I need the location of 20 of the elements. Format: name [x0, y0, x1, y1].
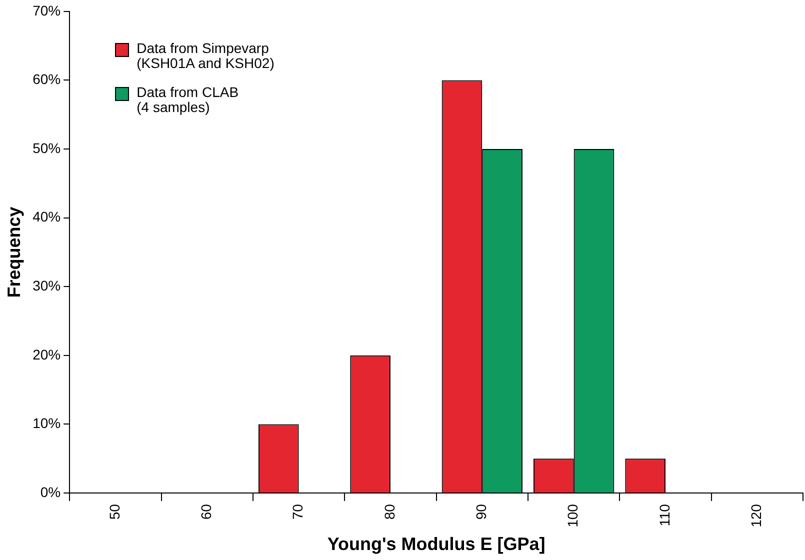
y-tick-label: 30% [32, 277, 61, 294]
y-tick-label: 0% [40, 484, 61, 500]
y-tick-label: 50% [32, 140, 61, 156]
x-tick-label: 60 [198, 504, 214, 520]
x-axis-title: Young's Modulus E [GPa] [327, 534, 546, 554]
x-tick-label: 50 [106, 504, 122, 520]
x-tick-label: 70 [290, 504, 306, 520]
y-tick-label: 70% [32, 2, 61, 18]
y-axis-title: Frequency [4, 206, 24, 298]
legend-label: Data from Simpevarp (KSH01A and KSH02) [136, 40, 274, 72]
y-tick-label: 60% [32, 71, 61, 88]
x-tick-label: 120 [748, 504, 764, 528]
y-tick-label: 40% [32, 208, 61, 225]
x-tick-label: 110 [656, 504, 672, 526]
x-tick-label: 90 [473, 504, 490, 520]
y-tick-label: 10% [32, 415, 61, 432]
x-tick-label: 80 [381, 504, 398, 520]
x-tick-label: 100 [564, 504, 581, 528]
legend-label: Data from CLAB (4 samples) [136, 84, 239, 116]
y-tick-label: 20% [32, 346, 61, 362]
